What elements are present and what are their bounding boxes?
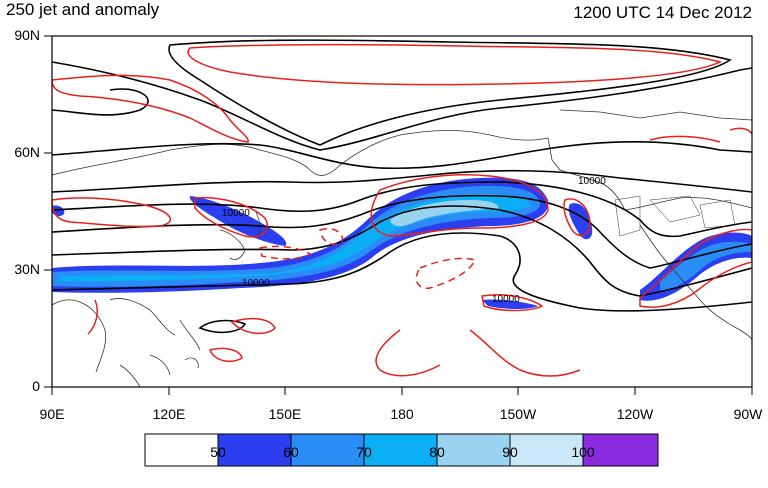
colorbar (144, 433, 659, 467)
colorbar-box-6 (509, 433, 584, 467)
contour-labels: 10000 10000 10000 10000 (222, 176, 606, 305)
colorbar-box-5 (436, 433, 511, 467)
contour-label-pacific: 10000 (242, 278, 270, 289)
lon-label-150e: 150E (268, 406, 302, 422)
colorbar-label-50: 50 (210, 444, 226, 460)
lat-label-90n: 90N (14, 27, 40, 43)
lon-label-150w: 150W (499, 406, 537, 422)
colorbar-label-90: 90 (502, 444, 518, 460)
map-title: 250 jet and anomaly (6, 0, 160, 19)
jet-speed-shading (52, 177, 752, 309)
jet-japan (189, 196, 287, 246)
colorbar-box-7 (582, 433, 659, 467)
lat-label-60n: 60N (14, 144, 40, 160)
colorbar-box-4 (363, 433, 438, 467)
lon-label-180: 180 (390, 406, 414, 422)
contour-label-kamchatka: 10000 (578, 176, 606, 187)
lat-label-30n: 30N (14, 261, 40, 277)
colorbar-label-60: 60 (283, 444, 299, 460)
coastlines (52, 109, 752, 387)
jet-subtropic (482, 299, 538, 309)
lon-label-120w: 120W (616, 406, 654, 422)
valid-time: 1200 UTC 14 Dec 2012 (573, 3, 752, 22)
height-contours (52, 39, 752, 334)
lon-label-120e: 120E (152, 406, 186, 422)
contour-label-subtropic: 10000 (492, 294, 520, 305)
axis-ticks (44, 35, 753, 395)
colorbar-label-70: 70 (356, 444, 372, 460)
contour-label-japan: 10000 (222, 208, 250, 219)
anomaly-contours (52, 43, 752, 377)
colorbar-box-3 (290, 433, 365, 467)
jet-north-america-core (660, 241, 752, 291)
colorbar-label-80: 80 (429, 444, 445, 460)
lon-label-90w: 90W (733, 406, 763, 422)
colorbar-label-100: 100 (571, 444, 595, 460)
map-plot-area (52, 39, 752, 387)
lat-label-0: 0 (32, 378, 40, 394)
lon-label-90e: 90E (39, 406, 65, 422)
colorbar-box-2 (217, 433, 292, 467)
